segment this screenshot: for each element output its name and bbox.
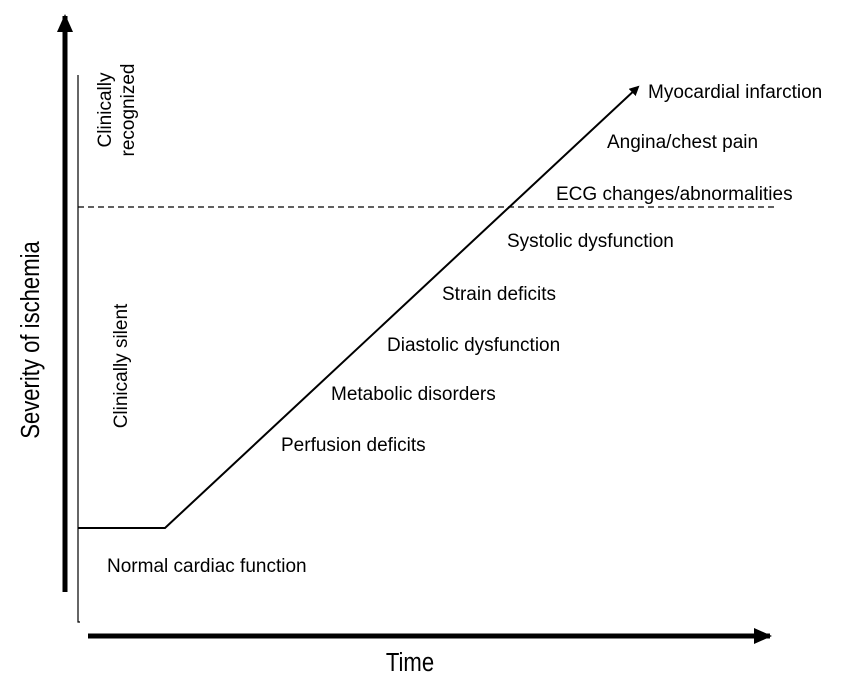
stage-label: ECG changes/abnormalities [556, 184, 793, 205]
y-axis-label: Severity of ischemia [16, 241, 45, 439]
frame-line [77, 75, 80, 623]
stage-label: Diastolic dysfunction [387, 335, 560, 356]
progression-line [78, 85, 640, 529]
zone-label: Clinically [95, 72, 116, 147]
zone-label: Clinically silent [111, 303, 132, 428]
stage-label: Metabolic disorders [331, 384, 496, 405]
stages: Perfusion deficits Metabolic disorders Dia… [281, 82, 822, 456]
stage-label: Perfusion deficits [281, 435, 426, 456]
stage-label: Angina/chest pain [607, 132, 758, 153]
stage-label: Myocardial infarction [648, 82, 822, 103]
stage-label: Systolic dysfunction [507, 231, 674, 252]
x-axis-label: Time [386, 648, 434, 675]
baseline-label: Normal cardiac function [107, 556, 307, 577]
zone-label: recognized [118, 64, 139, 157]
stage-label: Strain deficits [442, 284, 556, 305]
